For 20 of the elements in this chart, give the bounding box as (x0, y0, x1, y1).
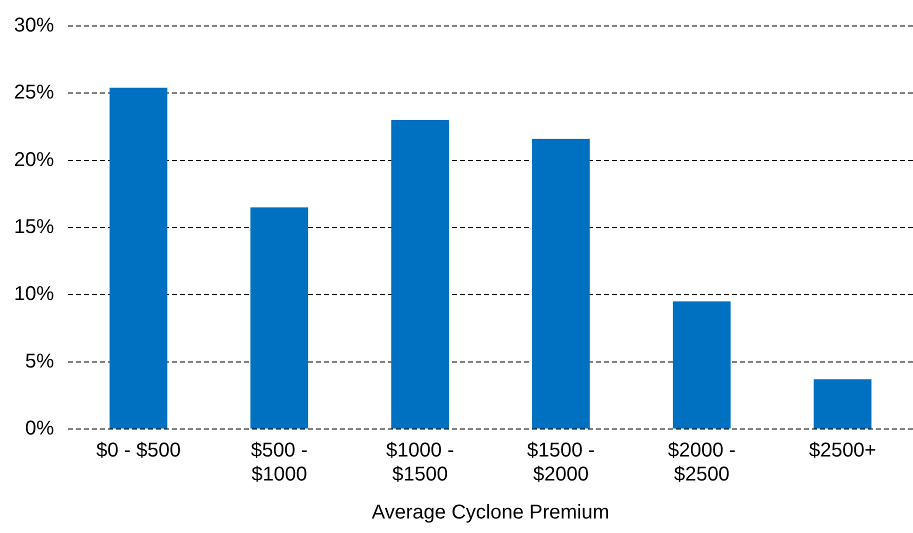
x-tick-label: $2000 - $2500 (668, 440, 736, 486)
bar (391, 120, 449, 428)
y-tick-label: 10% (14, 283, 54, 306)
bar (110, 88, 168, 428)
bar (814, 379, 872, 428)
x-tick-label: $1500 - $2000 (527, 440, 595, 486)
bar (532, 138, 590, 428)
x-tick-label: $2500+ (808, 440, 876, 462)
x-axis-title: Average Cyclone Premium (372, 502, 610, 524)
y-tick-label: 15% (14, 216, 54, 238)
x-tick-label: $1000 - $1500 (386, 440, 454, 486)
y-tick-label: 5% (25, 350, 54, 372)
y-tick-label: 0% (25, 418, 54, 440)
y-tick-label: 30% (14, 14, 54, 37)
bar (250, 207, 308, 428)
y-tick-label: 20% (14, 148, 54, 171)
y-tick-label: 25% (14, 82, 54, 104)
x-tick-label: $0 - $500 (96, 440, 181, 462)
x-tick-label: $500 - $1000 (250, 440, 308, 486)
bar (672, 301, 731, 428)
